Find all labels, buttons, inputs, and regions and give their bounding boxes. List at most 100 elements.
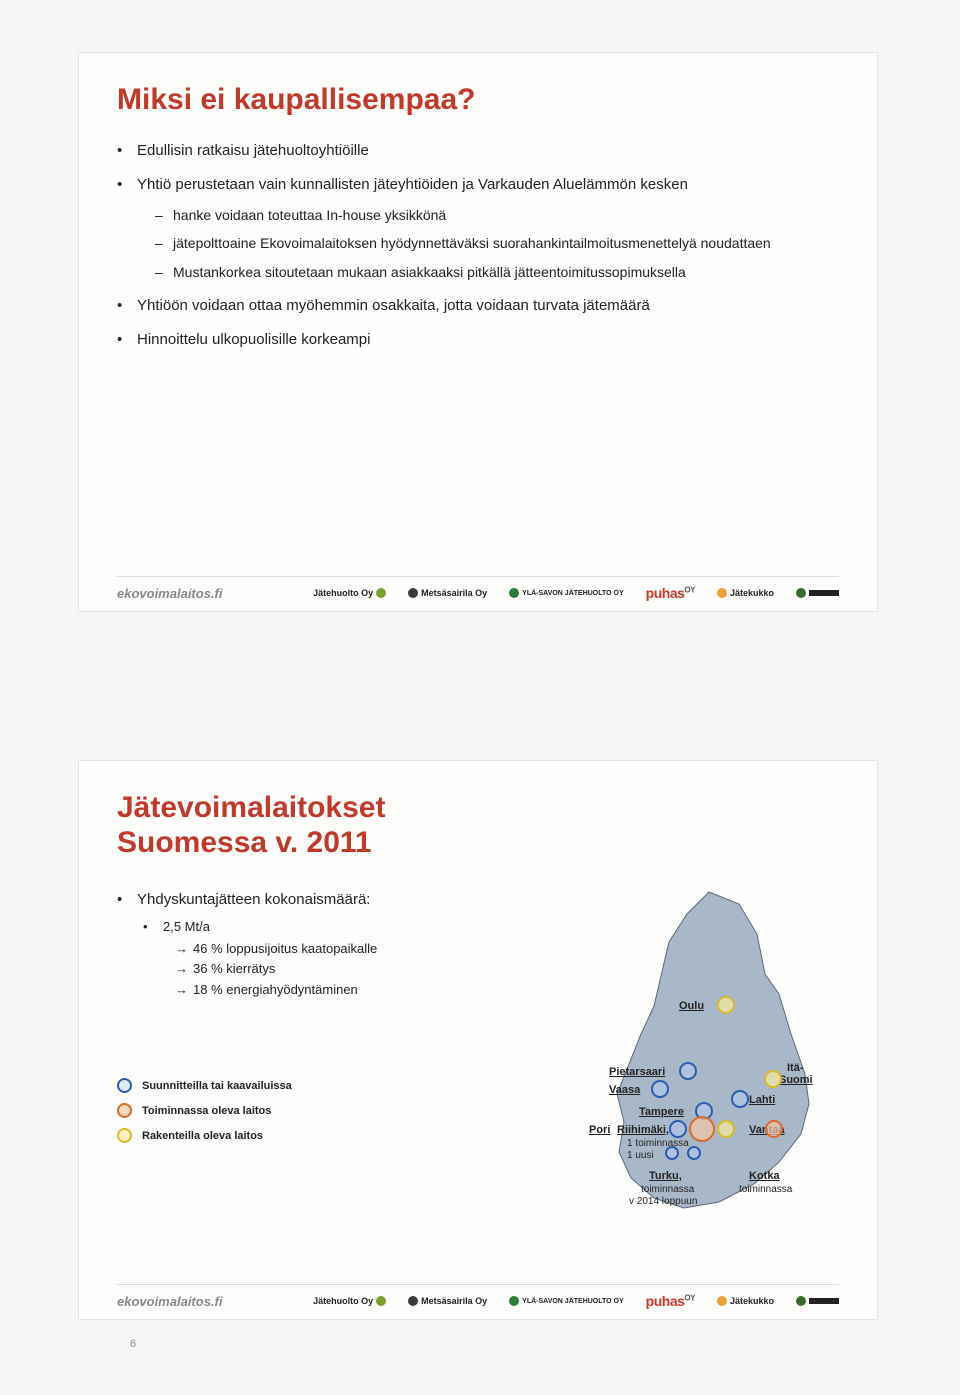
map-label-oulu: Oulu <box>679 1000 704 1012</box>
logo-dot-icon <box>408 1296 418 1306</box>
map-sub-turku2: v 2014 loppuun <box>629 1196 697 1207</box>
logo-text: Jätekukko <box>730 1296 774 1306</box>
logo-bar-icon <box>809 590 839 596</box>
slide1-footer: ekovoimalaitos.fi Jätehuolto Oy Metsäsai… <box>117 576 839 601</box>
bullet: Hinnoittelu ulkopuolisille korkeampi <box>117 330 839 350</box>
map-marker-icon <box>689 1116 715 1142</box>
map-sub-riihimaki1: 1 toiminnassa <box>627 1138 689 1149</box>
breakdown-item: 46 % loppusijoitus kaatopaikalle <box>175 940 447 958</box>
slide2-map-area: Oulu Itä- Suomi Pietarsaari Vaasa Lahti … <box>457 884 839 1244</box>
map-legend: Suunnitteilla tai kaavailuissa Toiminnas… <box>117 1078 447 1143</box>
logo-dot-icon <box>376 1296 386 1306</box>
logo-jatehuolto: Jätehuolto Oy <box>313 1296 386 1306</box>
stats-heading: Yhdyskuntajätteen kokonaismäärä: 2,5 Mt/… <box>117 890 447 998</box>
slide1-title: Miksi ei kaupallisempaa? <box>117 83 839 117</box>
logo-text: Metsäsairila Oy <box>421 1296 487 1306</box>
map-label-pietarsaari: Pietarsaari <box>609 1066 665 1078</box>
logo-text: Metsäsairila Oy <box>421 588 487 598</box>
footer-site: ekovoimalaitos.fi <box>117 1294 222 1309</box>
logo-leaf-icon <box>509 588 519 598</box>
bullet: Edullisin ratkaisu jätehuoltoyhtiöille <box>117 141 839 161</box>
logo-text: Jätehuolto Oy <box>313 588 373 598</box>
map-marker-icon <box>651 1080 669 1098</box>
breakdown-item: 36 % kierrätys <box>175 960 447 978</box>
logo-dot-icon <box>717 1296 727 1306</box>
page-number: 6 <box>130 1338 136 1350</box>
map-marker-icon <box>669 1120 687 1138</box>
bullet-text: Yhtiöön voidaan ottaa myöhemmin osakkait… <box>137 297 650 314</box>
map-label-pori: Pori <box>589 1124 610 1136</box>
logo-text: puhas <box>646 1293 685 1309</box>
logo-jatekukko: Jätekukko <box>717 1296 774 1306</box>
footer-site: ekovoimalaitos.fi <box>117 586 222 601</box>
map-label-vaasa: Vaasa <box>609 1084 640 1096</box>
map-sub-riihimaki2: 1 uusi <box>627 1150 654 1161</box>
logo-dot-icon <box>408 588 418 598</box>
logo-sup: OY <box>684 585 695 594</box>
sub-bullet: Mustankorkea sitoutetaan mukaan asiakkaa… <box>155 263 839 282</box>
map-marker-icon <box>665 1146 679 1160</box>
finland-map: Oulu Itä- Suomi Pietarsaari Vaasa Lahti … <box>569 884 829 1224</box>
logo-leaf-icon <box>509 1296 519 1306</box>
legend-label: Toiminnassa oleva laitos <box>142 1105 271 1117</box>
slide2-footer: ekovoimalaitos.fi Jätehuolto Oy Metsäsai… <box>117 1284 839 1309</box>
logo-text: Jätehuolto Oy <box>313 1296 373 1306</box>
map-marker-icon <box>717 996 735 1014</box>
amount: 2,5 Mt/a 46 % loppusijoitus kaatopaikall… <box>143 918 447 998</box>
logo-last <box>796 1296 839 1306</box>
logo-jatekukko: Jätekukko <box>717 588 774 598</box>
legend-circle-icon <box>117 1128 132 1143</box>
bullet: Yhtiö perustetaan vain kunnallisten jäte… <box>117 175 839 282</box>
bullet-text: Yhtiö perustetaan vain kunnallisten jäte… <box>137 176 688 193</box>
logo-dot-icon <box>796 588 806 598</box>
map-label-turku: Turku, <box>649 1170 682 1182</box>
map-label-itasuomi2: Suomi <box>779 1074 813 1086</box>
finland-outline-icon <box>569 884 829 1224</box>
logo-ylasavon: YLÄ-SAVON JÄTEHUOLTO OY <box>509 1296 624 1306</box>
logo-metsasairila: Metsäsairila Oy <box>408 588 487 598</box>
sub-bullets: hanke voidaan toteuttaa In-house yksikkö… <box>137 206 839 283</box>
logo-metsasairila: Metsäsairila Oy <box>408 1296 487 1306</box>
logo-ylasavon: YLÄ-SAVON JÄTEHUOLTO OY <box>509 588 624 598</box>
logo-dot-icon <box>796 1296 806 1306</box>
slide-1: Miksi ei kaupallisempaa? Edullisin ratka… <box>78 52 878 612</box>
map-label-tampere: Tampere <box>639 1106 684 1118</box>
map-marker-icon <box>687 1146 701 1160</box>
stats-list: Yhdyskuntajätteen kokonaismäärä: 2,5 Mt/… <box>117 890 447 998</box>
heading-text: Yhdyskuntajätteen kokonaismäärä: <box>137 891 370 908</box>
title-line1: Jätevoimalaitokset <box>117 791 385 824</box>
breakdown-item: 18 % energiahyödyntäminen <box>175 981 447 999</box>
logo-text: puhas <box>646 585 685 601</box>
map-marker-icon <box>731 1090 749 1108</box>
map-marker-icon <box>717 1120 735 1138</box>
legend-circle-icon <box>117 1103 132 1118</box>
logo-jatehuolto: Jätehuolto Oy <box>313 588 386 598</box>
slide2-left-column: Yhdyskuntajätteen kokonaismäärä: 2,5 Mt/… <box>117 884 447 1244</box>
map-marker-icon <box>765 1120 783 1138</box>
map-label-kotka: Kotka <box>749 1170 780 1182</box>
logo-puhas: puhasOY <box>646 1293 695 1309</box>
map-label-itasuomi1: Itä- <box>787 1062 804 1074</box>
map-sub-turku1: toiminnassa <box>641 1184 694 1195</box>
logo-sup: OY <box>684 1293 695 1302</box>
logo-bar-icon <box>809 1298 839 1304</box>
logo-text: Jätekukko <box>730 588 774 598</box>
legend-row: Rakenteilla oleva laitos <box>117 1128 447 1143</box>
map-label-lahti: Lahti <box>749 1094 775 1106</box>
breakdown-list: 46 % loppusijoitus kaatopaikalle 36 % ki… <box>163 940 447 999</box>
logo-text: YLÄ-SAVON JÄTEHUOLTO OY <box>522 1298 624 1305</box>
bullet-text: Edullisin ratkaisu jätehuoltoyhtiöille <box>137 142 369 159</box>
sub-bullet: hanke voidaan toteuttaa In-house yksikkö… <box>155 206 839 225</box>
legend-label: Suunnitteilla tai kaavailuissa <box>142 1080 292 1092</box>
legend-label: Rakenteilla oleva laitos <box>142 1130 263 1142</box>
legend-row: Toiminnassa oleva laitos <box>117 1103 447 1118</box>
legend-row: Suunnitteilla tai kaavailuissa <box>117 1078 447 1093</box>
slide2-body: Yhdyskuntajätteen kokonaismäärä: 2,5 Mt/… <box>117 884 839 1244</box>
logo-text: YLÄ-SAVON JÄTEHUOLTO OY <box>522 590 624 597</box>
slide1-bullets: Edullisin ratkaisu jätehuoltoyhtiöille Y… <box>117 141 839 351</box>
bullet: Yhtiöön voidaan ottaa myöhemmin osakkait… <box>117 296 839 316</box>
slide2-title: Jätevoimalaitokset Suomessa v. 2011 <box>117 791 839 860</box>
map-marker-icon <box>764 1070 782 1088</box>
logo-dot-icon <box>376 588 386 598</box>
logo-puhas: puhasOY <box>646 585 695 601</box>
